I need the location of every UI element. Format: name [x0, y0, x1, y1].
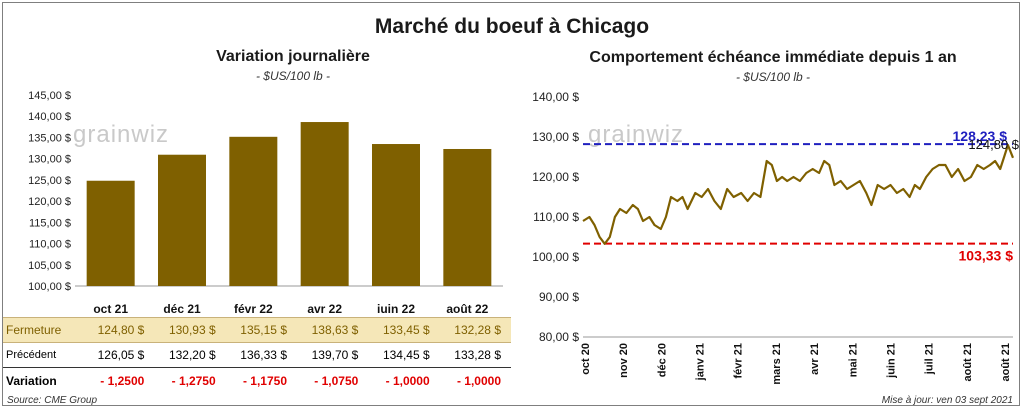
bar: [229, 136, 278, 286]
x-tick-label: août 22: [446, 302, 488, 313]
main-title: Marché du boeuf à Chicago: [374, 15, 650, 38]
y-tick-label: 130,00 $: [28, 154, 71, 166]
precedent-cell: 139,70 $: [311, 348, 359, 362]
left-chart-title: Variation journalière: [216, 48, 370, 65]
variation-cell: - 1,0000: [385, 374, 430, 388]
y-tick-label: 125,00 $: [28, 175, 71, 187]
x-tick-label: avr 22: [307, 302, 342, 313]
fermeture-cell: 132,28 $: [454, 323, 501, 337]
y-tick-label: 130,00 $: [532, 130, 579, 144]
variation-cell: - 1,1750: [242, 374, 287, 388]
fermeture-cell: 135,15 $: [240, 323, 287, 337]
x-tick-label: janv 21: [695, 343, 707, 381]
x-tick-label: oct 21: [93, 302, 128, 313]
x-tick-label: déc 20: [656, 343, 668, 377]
variation-cell: - 1,2500: [100, 374, 145, 388]
dashboard-frame: Marché du boeuf à Chicago Variation jour…: [2, 2, 1020, 406]
variation-cell: - 1,2750: [171, 374, 216, 388]
x-tick-label: août 21: [1000, 343, 1012, 382]
y-tick-label: 105,00 $: [28, 260, 71, 272]
y-tick-label: 90,00 $: [539, 290, 579, 304]
price-series-line: [582, 143, 1015, 245]
x-tick-label: févr 21: [733, 343, 745, 378]
precedent-label: Précédent: [6, 349, 57, 361]
y-tick-label: 80,00 $: [539, 330, 579, 344]
precedent-row: Précédent 126,05 $ 132,20 $ 136,33 $ 139,70…: [3, 343, 511, 368]
update-note: Mise à jour: ven 03 sept 2021: [881, 395, 1013, 406]
fermeture-cell: 133,45 $: [382, 323, 430, 337]
variation-cell: - 1,0750: [314, 374, 359, 388]
right-chart-title: Comportement échéance immédiate depuis 1…: [589, 49, 957, 66]
fermeture-label: Fermeture: [6, 323, 62, 337]
y-tick-label: 145,00 $: [28, 90, 71, 102]
last-value-label: 124,80 $: [968, 137, 1019, 152]
precedent-cell: 136,33 $: [240, 348, 287, 362]
bar: [86, 180, 135, 286]
x-tick-label: févr 22: [234, 302, 273, 313]
precedent-cell: 126,05 $: [97, 348, 145, 362]
y-tick-label: 110,00 $: [29, 239, 71, 251]
y-tick-label: 140,00 $: [532, 90, 579, 104]
right-chart-unit: - $US/100 lb -: [735, 70, 811, 84]
x-tick-label: juin 22: [376, 302, 415, 313]
source-note: Source: CME Group: [7, 395, 98, 406]
x-tick-label: nov 20: [618, 343, 630, 378]
y-tick-label: 110,00 $: [533, 210, 579, 224]
variation-row: Variation - 1,2500 - 1,2750 - 1,1750 - 1,07…: [3, 369, 511, 393]
y-tick-label: 135,00 $: [28, 132, 71, 144]
bar: [158, 154, 206, 286]
x-tick-label: oct 20: [580, 343, 592, 375]
y-tick-label: 120,00 $: [28, 196, 71, 208]
fermeture-cell: 124,80 $: [97, 323, 145, 337]
y-tick-label: 140,00 $: [28, 111, 71, 123]
x-tick-label: mars 21: [771, 343, 783, 385]
variation-cell: - 1,0000: [456, 374, 501, 388]
x-tick-label: juil 21: [924, 343, 936, 375]
x-tick-label: déc 21: [163, 302, 201, 313]
y-tick-label: 115,00 $: [29, 217, 71, 229]
y-tick-label: 120,00 $: [532, 170, 579, 184]
line-chart: 140,00 $ 130,00 $ 120,00 $ 110,00 $ 100,00 $…: [532, 90, 1019, 385]
precedent-cell: 133,28 $: [454, 348, 501, 362]
bar-chart: 145,00 $ 140,00 $ 135,00 $ 130,00 $ 125,00 $…: [28, 90, 503, 313]
x-tick-label: avr 21: [809, 343, 821, 375]
y-tick-label: 100,00 $: [28, 281, 71, 293]
precedent-cell: 134,45 $: [382, 348, 430, 362]
grainwiz-watermark: grainwiz: [73, 121, 170, 148]
low-value-label: 103,33 $: [959, 248, 1014, 264]
left-chart-unit: - $US/100 lb -: [255, 69, 331, 83]
fermeture-row: Fermeture 124,80 $ 130,93 $ 135,15 $ 138,63…: [3, 317, 511, 343]
grainwiz-watermark-right: grainwiz: [588, 121, 685, 148]
bar: [372, 144, 420, 286]
variation-label: Variation: [6, 374, 57, 388]
bar: [300, 122, 349, 286]
y-tick-label: 100,00 $: [532, 250, 579, 264]
x-tick-label: juin 21: [885, 343, 897, 379]
high-value-label: 128,23 $: [953, 128, 1008, 144]
fermeture-cell: 130,93 $: [168, 323, 216, 337]
fermeture-cell: 138,63 $: [311, 323, 359, 337]
x-tick-label: mai 21: [847, 343, 859, 377]
precedent-cell: 132,20 $: [168, 348, 216, 362]
x-tick-label: août 21: [962, 343, 974, 382]
bar: [443, 148, 492, 286]
